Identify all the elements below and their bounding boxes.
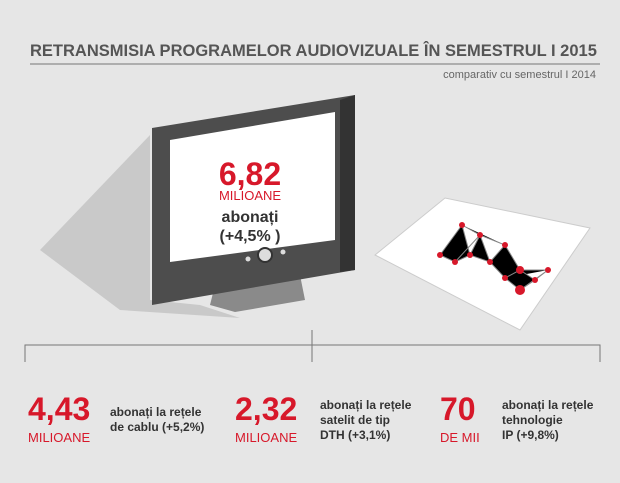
stat-desc: IP (+9,8%) — [502, 428, 559, 442]
stat-number: 70 — [440, 391, 476, 427]
stat-desc: abonați la rețele — [502, 398, 594, 412]
stat-desc: abonați la rețele — [320, 398, 412, 412]
stat-unit: DE MII — [440, 430, 480, 445]
speaker — [257, 247, 273, 263]
subtitle: comparativ cu semestrul I 2014 — [443, 69, 596, 81]
speaker-dot — [280, 249, 286, 255]
stat-desc: de cablu (+5,2%) — [110, 420, 204, 434]
monitor-screen — [170, 112, 335, 262]
monitor-side — [340, 95, 355, 272]
main-line: abonați — [222, 209, 279, 226]
stat-desc: DTH (+3,1%) — [320, 428, 390, 442]
stat-number: 4,43 — [28, 391, 90, 427]
main-line: (+4,5% ) — [220, 228, 281, 245]
main-number: 6,82 — [219, 156, 281, 192]
monitor-shadow — [40, 135, 240, 318]
bracket — [24, 330, 601, 362]
main-unit: MILIOANE — [219, 188, 281, 203]
stat-desc: abonați la rețele — [110, 405, 202, 419]
title: RETRANSMISIA PROGRAMELOR AUDIOVIZUALE ÎN… — [30, 41, 597, 60]
paper — [374, 197, 591, 331]
stat-desc: satelit de tip — [320, 413, 390, 427]
speaker-dot — [245, 256, 251, 262]
stat-desc: tehnologie — [502, 413, 563, 427]
network-nodes — [437, 222, 551, 295]
stat-number: 2,32 — [235, 391, 297, 427]
stat-unit: MILIOANE — [235, 430, 297, 445]
stat-unit: MILIOANE — [28, 430, 90, 445]
